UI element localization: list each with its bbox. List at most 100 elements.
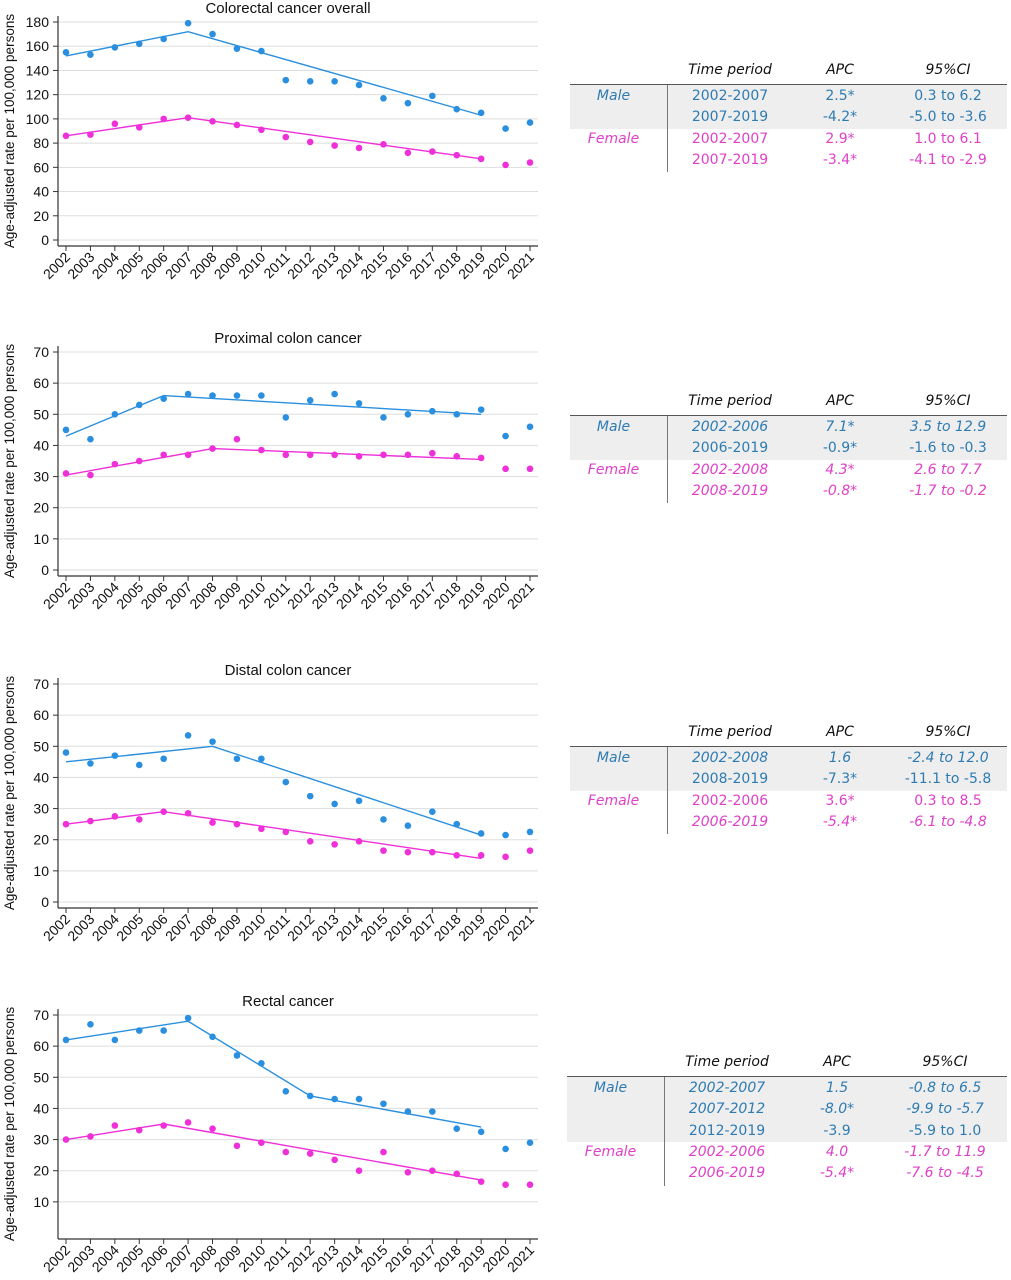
data-point-female	[282, 451, 290, 459]
data-point-male	[87, 1021, 94, 1028]
sex-label-female: Female	[587, 461, 640, 478]
data-point-male	[282, 76, 290, 84]
data-point-male	[502, 831, 509, 839]
data-point-female	[160, 1122, 167, 1129]
male-row-shading	[570, 416, 1007, 460]
data-point-male	[135, 401, 143, 409]
data-point-male	[306, 792, 314, 800]
table-header-ci: 95%CI	[922, 1054, 968, 1070]
y-axis-label: Age-adjusted rate per 100,000 persons	[2, 344, 17, 578]
data-point-female	[184, 809, 192, 817]
y-tick-label: 70	[33, 344, 49, 360]
data-point-female	[160, 451, 167, 459]
table-header-ci: 95%CI	[925, 393, 971, 409]
y-tick-label: 60	[33, 375, 49, 391]
table-top-rule	[570, 415, 1007, 416]
data-point-male	[404, 822, 412, 829]
data-point-female	[477, 454, 485, 462]
data-point-male	[233, 755, 241, 763]
table-header-apc: APC	[823, 1054, 851, 1070]
data-point-male	[135, 1027, 143, 1034]
data-point-female	[526, 847, 534, 854]
table-cell-apc: 7.1*	[825, 419, 855, 435]
data-point-male	[184, 1014, 192, 1022]
table-cell-period: 2002-2007	[691, 130, 769, 147]
data-point-female	[233, 435, 241, 443]
data-point-female	[62, 820, 70, 828]
x-tick-label: 2011	[260, 1242, 293, 1275]
data-point-male	[160, 755, 167, 763]
data-point-female	[453, 851, 461, 859]
apc-table: Time period APC 95%CI Male 2002-2007 2.5* 0.3 …	[570, 62, 1007, 177]
y-tick-label: 0	[41, 894, 49, 910]
data-point-male	[502, 432, 509, 440]
y-tick-label: 40	[33, 769, 49, 785]
y-tick-label: 40	[33, 437, 49, 453]
data-point-female	[477, 851, 485, 859]
table-cell-apc: -7.3*	[822, 771, 858, 788]
table-cell-ci: -1.6 to -0.3	[909, 440, 987, 457]
trend-line-female	[65, 447, 482, 476]
table-header-ci: 95%CI	[925, 62, 971, 78]
data-point-male	[453, 1125, 461, 1132]
y-tick-label: 70	[33, 1007, 49, 1023]
data-point-male	[306, 396, 314, 404]
data-point-female	[331, 841, 338, 848]
data-point-female	[233, 820, 241, 828]
table-cell-apc: 3.6*	[825, 792, 855, 809]
data-point-female	[355, 837, 363, 845]
table-cell-ci: -2.4 to 12.0	[907, 750, 989, 766]
data-point-female	[306, 1150, 314, 1157]
data-point-female	[62, 470, 70, 477]
y-tick-label: 0	[41, 232, 49, 248]
chart-plot: Distal colon cancer Age-adjusted rate per…	[2, 662, 538, 944]
trend-line-female	[65, 1123, 482, 1181]
data-point-female	[111, 460, 119, 468]
table-cell-period: 2012-2019	[688, 1122, 766, 1139]
y-tick-label: 60	[33, 707, 49, 723]
table-cell-apc: -8.0*	[819, 1101, 855, 1118]
table-header-period: Time period	[688, 393, 772, 409]
data-point-female	[404, 1168, 412, 1176]
table-cell-period: 2006-2019	[688, 1165, 766, 1182]
y-tick-label: 70	[33, 676, 49, 692]
apc-table: Time period APC 95%CI Male 2002-2007 1.5 -0.8 …	[567, 1054, 1007, 1191]
data-point-male	[477, 406, 485, 413]
data-point-female	[404, 848, 412, 856]
data-point-female	[233, 1142, 241, 1150]
data-point-female	[160, 115, 167, 123]
chart-panel: Proximal colon cancer Age-adjusted rate p…	[0, 330, 1011, 660]
table-cell-apc: -5.4*	[822, 813, 858, 830]
table-cell-ci: -5.9 to 1.0	[908, 1122, 982, 1139]
data-point-male	[111, 1036, 119, 1044]
data-point-male	[111, 410, 119, 418]
data-point-male	[404, 410, 412, 418]
data-point-male	[135, 761, 143, 769]
data-point-female	[429, 449, 436, 457]
trend-line-male	[65, 745, 482, 836]
data-point-male	[380, 816, 387, 823]
table-cell-apc: -4.2*	[822, 109, 858, 126]
data-point-male	[380, 95, 387, 102]
table-divider	[667, 416, 668, 504]
data-point-female	[258, 1139, 265, 1146]
data-point-female	[453, 1170, 461, 1178]
chart-title: Colorectal cancer overall	[205, 0, 370, 17]
data-point-male	[209, 1033, 216, 1041]
data-point-male	[209, 392, 216, 399]
table-header-ci: 95%CI	[925, 724, 971, 740]
y-tick-label: 30	[33, 801, 49, 817]
data-point-female	[404, 149, 412, 157]
data-point-female	[87, 471, 94, 479]
data-point-female	[355, 1167, 363, 1175]
x-tick-label: 2021	[504, 1242, 537, 1275]
data-point-male	[233, 1052, 241, 1059]
trend-line-male	[65, 394, 482, 437]
data-point-male	[502, 1145, 509, 1153]
data-point-female	[209, 1125, 216, 1132]
table-cell-apc: 1.5	[825, 1080, 849, 1096]
y-tick-label: 180	[26, 14, 50, 30]
trend-line-male	[65, 30, 482, 116]
data-point-male	[282, 1088, 290, 1095]
